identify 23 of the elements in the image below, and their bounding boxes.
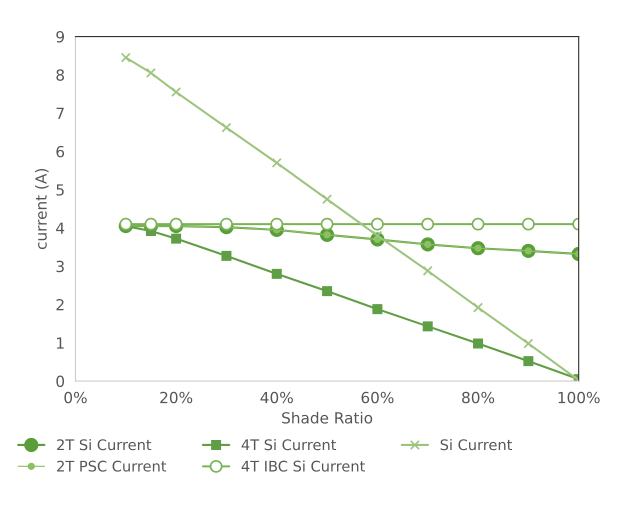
- y-tick-label: 3: [56, 260, 64, 272]
- legend-label: Si Current: [440, 438, 512, 450]
- x-tick-label: 80%: [462, 392, 494, 404]
- y-tick-label: 7: [56, 108, 64, 119]
- x-tick-label: 100%: [558, 392, 600, 404]
- legend-label: 4T Si Current: [242, 438, 336, 450]
- y-tick-label: 8: [56, 69, 64, 81]
- y-tick-label: 5: [56, 184, 64, 196]
- legend-label: 2T Si Current: [57, 438, 152, 450]
- x-tick-label: 40%: [260, 392, 293, 404]
- x-tick-label: 60%: [361, 392, 394, 404]
- x-tick-label: 0%: [64, 392, 87, 404]
- legend-label: 4T IBC Si Current: [242, 460, 365, 472]
- y-tick-label: 2: [56, 298, 64, 310]
- y-tick-label: 4: [56, 222, 64, 234]
- y-tick-label: 1: [57, 337, 64, 349]
- y-tick-label: 9: [56, 31, 64, 43]
- legend-label: 2T PSC Current: [57, 460, 166, 472]
- x-tick-label: 20%: [160, 392, 192, 404]
- y-tick-label: 6: [56, 146, 64, 158]
- x-axis-title: Shade Ratio: [282, 412, 372, 424]
- y-tick-label: 0: [56, 376, 64, 388]
- y-axis-title: current (A): [35, 168, 49, 250]
